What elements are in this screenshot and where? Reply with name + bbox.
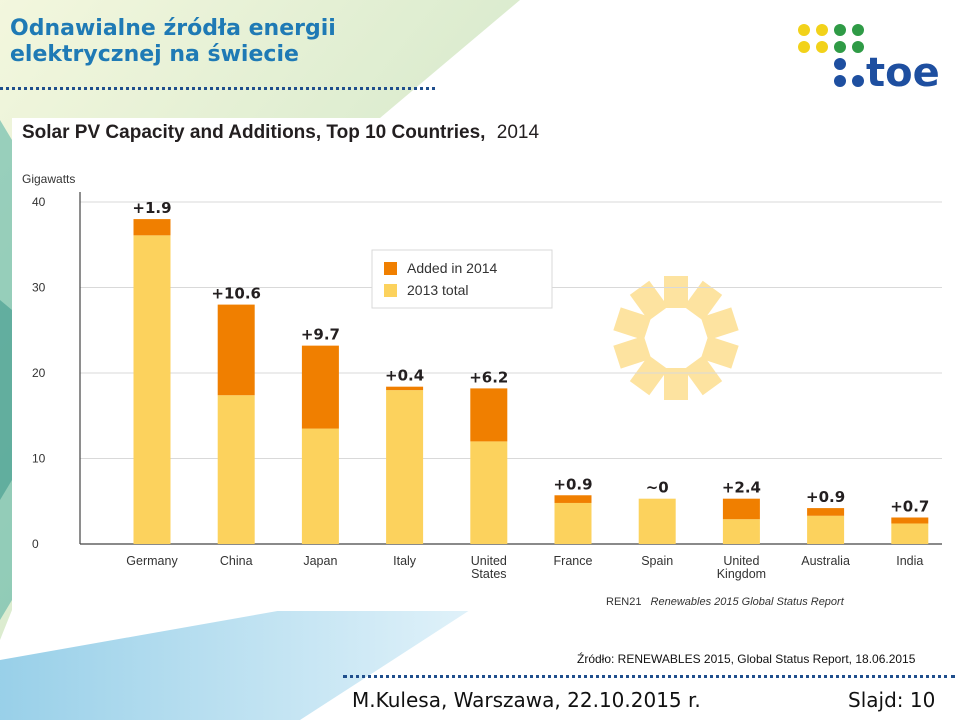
bar-2013-total xyxy=(217,395,255,544)
bar-annotation: +1.9 xyxy=(132,199,171,217)
y-tick-label: 10 xyxy=(32,452,46,466)
bar-2013-total xyxy=(807,515,845,544)
x-tick-label: United xyxy=(471,554,507,568)
bar-annotation: +9.7 xyxy=(301,326,340,344)
slide-title-line-1: Odnawialne źródła energii xyxy=(10,16,336,41)
chart-title: Solar PV Capacity and Additions, Top 10 … xyxy=(22,122,539,143)
bar-annotations: +1.9 +10.6 +9.7 +0.4 +6.2 +0.9 ~0 +2.4 +0.9 +0.7 xyxy=(132,199,929,515)
y-tick-label: 40 xyxy=(32,195,46,209)
logo-dots-icon xyxy=(798,24,864,87)
bars xyxy=(133,219,929,544)
x-tick-label: States xyxy=(471,567,506,581)
bar-2013-total xyxy=(301,428,339,544)
x-tick-label: Australia xyxy=(801,554,850,568)
slide-number: Slajd: 10 xyxy=(848,688,936,712)
bar-added-2014 xyxy=(722,498,760,520)
y-tick-label: 30 xyxy=(32,281,46,295)
bar-annotation: ~0 xyxy=(646,479,669,497)
bar-annotation: +2.4 xyxy=(722,479,761,497)
legend-label-2013: 2013 total xyxy=(407,282,469,298)
x-tick-label: United xyxy=(723,554,759,568)
x-tick-labels: Germany China Japan Italy UnitedStatesFrance… xyxy=(126,554,923,581)
bar-2013-total xyxy=(133,235,171,544)
bar-annotation: +6.2 xyxy=(469,368,508,386)
x-tick-label: Germany xyxy=(126,554,178,568)
solar-pv-bar-chart: Solar PV Capacity and Additions, Top 10 … xyxy=(22,122,942,608)
toe-logo: toe xyxy=(798,24,940,92)
chart-credit: REN21 Renewables 2015 Global Status Repo… xyxy=(606,596,845,608)
bar-added-2014 xyxy=(217,304,255,396)
x-tick-label: Italy xyxy=(393,554,417,568)
title-divider xyxy=(0,87,435,90)
legend-label-added: Added in 2014 xyxy=(407,260,498,276)
bar-added-2014 xyxy=(807,508,845,516)
footer-divider xyxy=(343,675,955,678)
logo-wordmark: toe xyxy=(866,50,940,92)
bar-2013-total xyxy=(722,519,760,544)
bar-added-2014 xyxy=(470,388,508,442)
bar-annotation: +10.6 xyxy=(211,285,261,303)
bar-2013-total xyxy=(891,523,929,544)
legend: Added in 2014 2013 total xyxy=(371,249,553,309)
source-note: Źródło: RENEWABLES 2015, Global Status R… xyxy=(577,652,916,666)
bar-annotation: +0.9 xyxy=(553,475,592,493)
bar-2013-total xyxy=(638,498,676,544)
legend-swatch-added xyxy=(384,262,397,275)
x-tick-label: France xyxy=(554,554,593,568)
y-tick-label: 20 xyxy=(32,366,46,380)
bar-2013-total xyxy=(470,441,508,544)
bar-annotation: +0.7 xyxy=(890,497,929,515)
x-tick-label: China xyxy=(220,554,253,568)
slide-title: Odnawialne źródła energii elektrycznej n… xyxy=(10,16,430,68)
bar-added-2014 xyxy=(133,219,171,236)
bar-added-2014 xyxy=(386,386,424,391)
bar-annotation: +0.9 xyxy=(806,488,845,506)
bar-2013-total xyxy=(386,390,424,544)
bar-added-2014 xyxy=(554,495,592,503)
bar-added-2014 xyxy=(301,345,339,429)
bar-annotation: +0.4 xyxy=(385,367,424,385)
chart-panel: Solar PV Capacity and Additions, Top 10 … xyxy=(12,118,960,611)
bar-added-2014 xyxy=(891,517,929,524)
x-tick-label: Japan xyxy=(303,554,337,568)
y-axis-label: Gigawatts xyxy=(22,172,75,186)
y-tick-labels: 40 30 20 10 0 xyxy=(32,195,46,551)
y-tick-label: 0 xyxy=(32,537,39,551)
sun-watermark-icon xyxy=(613,276,739,400)
x-tick-label: India xyxy=(896,554,923,568)
slide-title-line-2: elektrycznej na świecie xyxy=(10,42,299,67)
footer-author: M.Kulesa, Warszawa, 22.10.2015 r. xyxy=(352,688,701,712)
x-tick-label: Kingdom xyxy=(717,567,766,581)
bar-2013-total xyxy=(554,502,592,544)
x-tick-label: Spain xyxy=(641,554,673,568)
legend-box xyxy=(371,249,553,309)
legend-swatch-2013 xyxy=(384,284,397,297)
